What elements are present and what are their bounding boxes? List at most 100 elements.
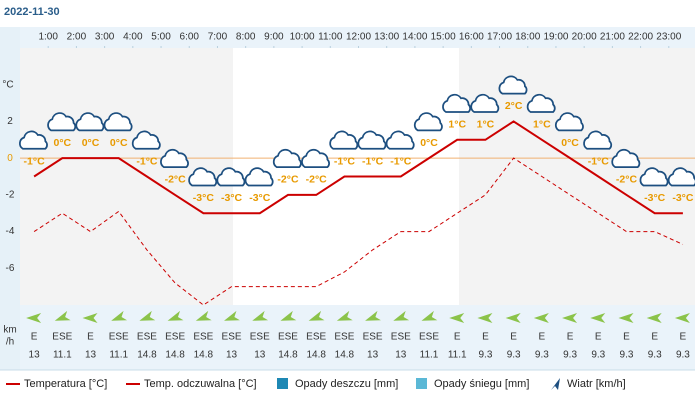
axis-column (0, 27, 20, 370)
wind-arrow (393, 310, 410, 321)
wind-speed: 11.1 (420, 350, 439, 361)
wind-speed: 11.1 (53, 350, 72, 361)
wind-arrow (449, 313, 465, 323)
cloud-icon (385, 130, 415, 150)
feels-like-line (33, 157, 684, 306)
wind-arrow (562, 313, 578, 323)
wind-direction: E (680, 332, 687, 343)
wind-direction: ESE (109, 332, 129, 343)
temp-label: -1°C (334, 155, 356, 167)
legend-swatch (551, 378, 560, 390)
wind-speed: 9.3 (563, 350, 577, 361)
wind-direction: ESE (334, 332, 354, 343)
temp-label: -1°C (588, 155, 610, 167)
temp-label: 0°C (82, 137, 100, 149)
cloud-icon (103, 112, 133, 132)
wind-direction: E (539, 332, 546, 343)
wind-unit: km (3, 325, 16, 336)
x-tick-label: 21:00 (600, 32, 625, 43)
wind-arrow (280, 310, 297, 321)
wind-speed: 14.8 (335, 350, 355, 361)
cloud-icon (188, 167, 218, 187)
temp-label: -1°C (136, 155, 158, 167)
cloud-icon (554, 112, 584, 132)
wind-arrow (82, 313, 98, 323)
cloud-icon (301, 148, 330, 168)
y-tick-label: -4 (6, 226, 15, 237)
wind-speed: 9.3 (535, 350, 549, 361)
wind-arrow (195, 310, 212, 321)
wind-arrow (421, 310, 438, 321)
temp-label: -2°C (165, 174, 187, 186)
temp-label: -3°C (221, 192, 243, 204)
chart-title: 2022-11-30 (4, 6, 60, 18)
cloud-icon (526, 93, 556, 113)
temp-label: 2°C (505, 100, 523, 112)
y-tick-label: 2 (7, 116, 13, 127)
x-tick-label: 19:00 (543, 32, 568, 43)
cloud-icon (131, 130, 161, 150)
x-tick-label: 13:00 (374, 32, 399, 43)
wind-direction: ESE (165, 332, 185, 343)
x-tick-label: 11:00 (318, 32, 343, 43)
legend-label: Wiatr [km/h] (567, 378, 626, 390)
x-tick-label: 2:00 (67, 32, 87, 43)
wind-arrow (674, 313, 690, 323)
cloud-icon (329, 130, 359, 150)
y-tick-label: -6 (6, 263, 15, 274)
cloud-icon (357, 130, 387, 150)
x-tick-label: 9:00 (264, 32, 284, 43)
legend-swatch (277, 378, 288, 389)
cloud-icon (639, 167, 669, 187)
wind-arrow (533, 313, 549, 323)
wind-speed: 11.1 (448, 350, 467, 361)
cloud-icon (583, 130, 613, 150)
temp-label: 0°C (420, 137, 438, 149)
temp-label: 0°C (110, 137, 128, 149)
wind-direction: E (510, 332, 517, 343)
temp-label: -2°C (616, 174, 638, 186)
wind-speed: 14.8 (306, 350, 326, 361)
legend-label: Opady deszczu [mm] (295, 378, 398, 390)
wind-arrow (646, 313, 662, 323)
wind-direction: ESE (391, 332, 411, 343)
wind-arrow (365, 310, 381, 321)
wind-speed: 9.3 (676, 350, 690, 361)
x-tick-label: 5:00 (151, 32, 171, 43)
x-tick-label: 7:00 (208, 32, 228, 43)
wind-speed: 13 (226, 350, 238, 361)
hour-header (20, 27, 695, 48)
wind-arrow (336, 310, 353, 321)
cloud-icon (498, 75, 528, 95)
cloud-icon (19, 130, 48, 150)
temp-label: -3°C (644, 192, 666, 204)
wind-arrow (505, 313, 521, 323)
cloud-icon (442, 93, 471, 113)
x-tick-label: 23:00 (656, 32, 681, 43)
x-tick-label: 22:00 (628, 32, 653, 43)
wind-direction: ESE (52, 332, 72, 343)
x-tick-label: 16:00 (459, 32, 484, 43)
cloud-icon (216, 167, 246, 187)
temp-label: -1°C (390, 155, 412, 167)
wind-arrow (590, 313, 606, 323)
wind-speed: 9.3 (591, 350, 605, 361)
wind-direction: ESE (193, 332, 213, 343)
temp-label: 0°C (54, 137, 72, 149)
y-tick-label: -2 (6, 189, 15, 200)
wind-speed: 13 (254, 350, 266, 361)
x-tick-label: 10:00 (290, 32, 315, 43)
wind-speed: 9.3 (620, 350, 634, 361)
temp-label: 1°C (533, 119, 551, 131)
wind-direction: ESE (222, 332, 242, 343)
cloud-icon (160, 148, 189, 168)
legend-label: Temperatura [°C] (24, 378, 107, 390)
temp-label: 1°C (477, 119, 495, 131)
x-tick-label: 6:00 (180, 32, 200, 43)
wind-arrow (477, 313, 493, 323)
wind-direction: E (454, 332, 461, 343)
wind-speed: 14.8 (278, 350, 298, 361)
wind-direction: E (31, 332, 38, 343)
wind-arrow (26, 313, 42, 323)
